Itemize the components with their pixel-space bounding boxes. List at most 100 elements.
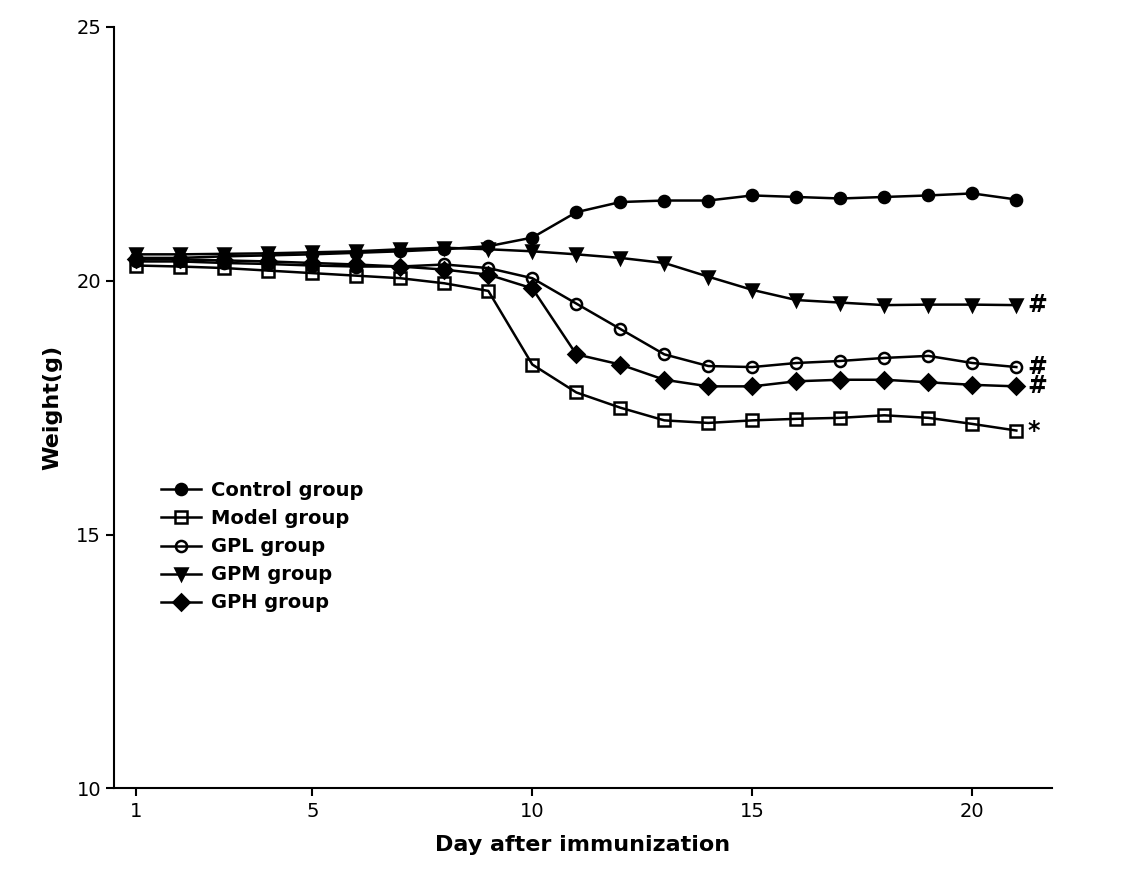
Model group xyxy=(438,278,451,289)
GPM group xyxy=(790,295,804,306)
Control group xyxy=(790,192,804,202)
Model group xyxy=(614,402,628,413)
GPH group xyxy=(614,359,628,370)
Control group xyxy=(745,190,759,201)
Model group xyxy=(878,409,892,420)
GPH group xyxy=(305,257,319,268)
Y-axis label: Weight(g): Weight(g) xyxy=(42,345,63,470)
GPL group xyxy=(174,256,187,267)
GPH group xyxy=(966,380,980,391)
GPM group xyxy=(657,257,671,268)
Control group xyxy=(350,247,363,258)
Control group xyxy=(174,253,187,263)
GPH group xyxy=(745,381,759,392)
GPM group xyxy=(569,249,583,260)
GPL group xyxy=(1009,362,1023,373)
GPM group xyxy=(745,285,759,296)
GPM group xyxy=(614,253,628,263)
GPH group xyxy=(878,375,892,385)
GPM group xyxy=(174,249,187,260)
Control group xyxy=(1009,194,1023,205)
GPH group xyxy=(393,261,407,271)
GPM group xyxy=(878,300,892,311)
GPL group xyxy=(614,323,628,334)
GPL group xyxy=(921,350,935,361)
GPM group xyxy=(305,247,319,258)
Line: GPM group: GPM group xyxy=(130,242,1022,311)
GPM group xyxy=(921,299,935,310)
GPL group xyxy=(526,272,539,283)
Control group xyxy=(966,188,980,199)
Model group xyxy=(262,265,275,276)
Control group xyxy=(305,249,319,260)
GPH group xyxy=(702,381,716,392)
GPL group xyxy=(569,298,583,309)
GPM group xyxy=(526,246,539,256)
GPM group xyxy=(966,299,980,310)
Model group xyxy=(657,415,671,426)
GPH group xyxy=(833,375,847,385)
Line: GPH group: GPH group xyxy=(130,254,1022,392)
Control group xyxy=(481,241,495,252)
GPL group xyxy=(745,362,759,373)
Model group xyxy=(217,263,231,273)
Control group xyxy=(393,246,407,256)
GPH group xyxy=(1009,381,1023,392)
GPM group xyxy=(438,242,451,253)
GPH group xyxy=(921,377,935,388)
GPH group xyxy=(350,259,363,270)
GPH group xyxy=(217,255,231,266)
GPH group xyxy=(438,264,451,275)
GPL group xyxy=(438,259,451,270)
GPH group xyxy=(657,375,671,385)
Model group xyxy=(481,286,495,297)
Control group xyxy=(438,244,451,254)
Model group xyxy=(393,272,407,283)
GPH group xyxy=(174,254,187,265)
GPL group xyxy=(702,361,716,372)
Model group xyxy=(790,413,804,424)
GPL group xyxy=(129,256,143,267)
GPL group xyxy=(305,260,319,271)
Text: #: # xyxy=(1028,355,1047,379)
Model group xyxy=(745,415,759,426)
Model group xyxy=(174,261,187,271)
GPM group xyxy=(350,246,363,256)
GPL group xyxy=(217,257,231,268)
Control group xyxy=(921,190,935,201)
GPM group xyxy=(217,248,231,259)
Text: #: # xyxy=(1028,375,1047,399)
GPH group xyxy=(481,270,495,280)
Model group xyxy=(305,268,319,279)
GPL group xyxy=(878,352,892,363)
Text: #: # xyxy=(1028,293,1047,317)
Legend: Control group, Model group, GPL group, GPM group, GPH group: Control group, Model group, GPL group, G… xyxy=(161,481,363,612)
Control group xyxy=(526,232,539,243)
GPL group xyxy=(657,349,671,359)
Line: Model group: Model group xyxy=(130,260,1022,436)
Control group xyxy=(569,207,583,218)
Model group xyxy=(526,359,539,370)
GPM group xyxy=(129,249,143,260)
Model group xyxy=(129,260,143,271)
Model group xyxy=(921,412,935,423)
GPH group xyxy=(262,256,275,267)
X-axis label: Day after immunization: Day after immunization xyxy=(435,834,730,855)
Text: *: * xyxy=(1028,418,1040,443)
GPM group xyxy=(262,248,275,259)
GPM group xyxy=(393,244,407,254)
GPL group xyxy=(350,261,363,271)
Control group xyxy=(702,195,716,206)
GPH group xyxy=(790,376,804,387)
Control group xyxy=(833,194,847,204)
Model group xyxy=(966,418,980,429)
GPL group xyxy=(833,356,847,366)
GPH group xyxy=(129,254,143,265)
GPH group xyxy=(569,349,583,359)
Control group xyxy=(657,195,671,206)
GPM group xyxy=(1009,300,1023,311)
GPL group xyxy=(481,263,495,273)
Model group xyxy=(350,271,363,281)
GPL group xyxy=(966,358,980,368)
Model group xyxy=(569,387,583,398)
